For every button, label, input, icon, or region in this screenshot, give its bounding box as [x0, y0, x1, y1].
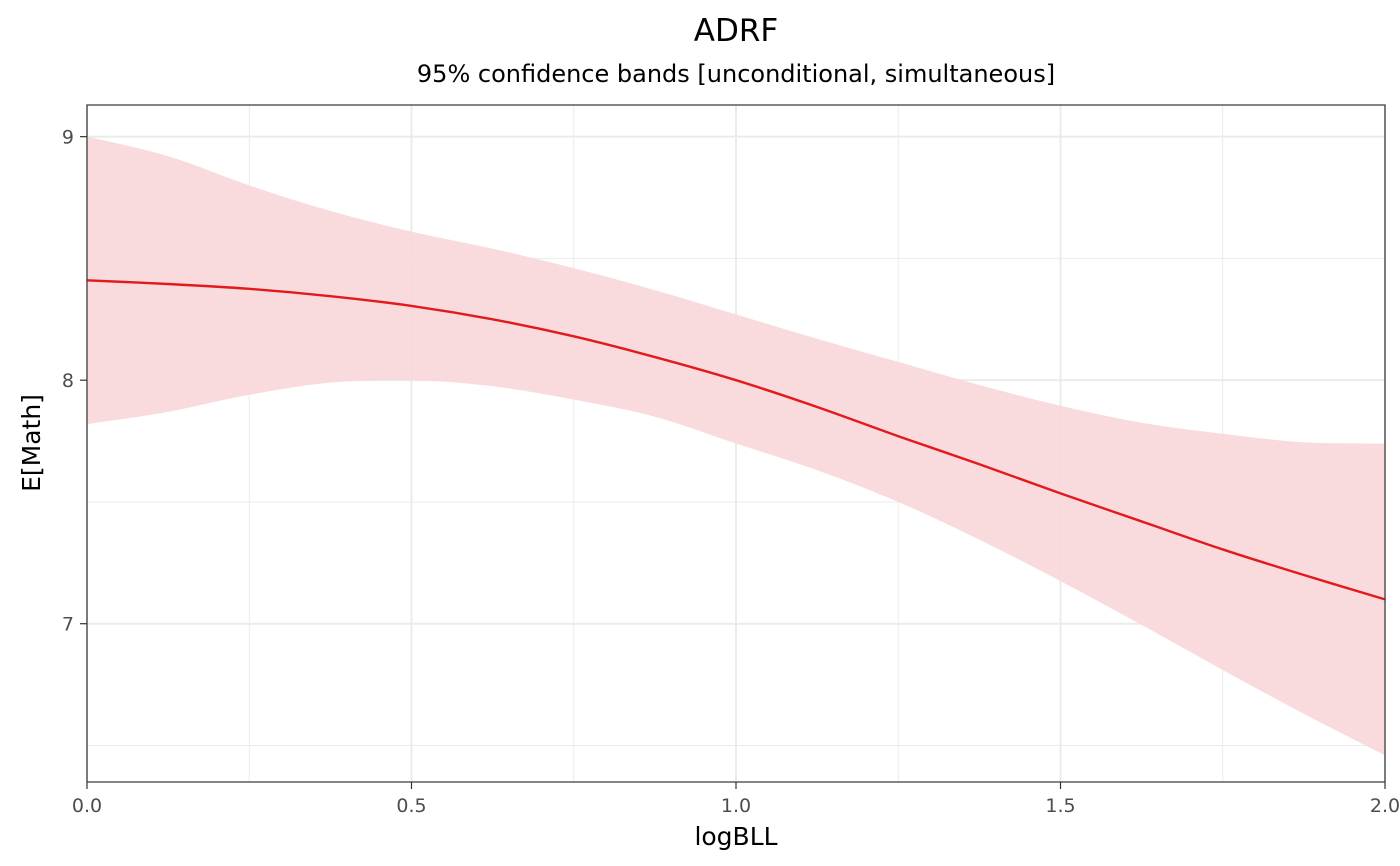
chart-subtitle: 95% confidence bands [unconditional, sim…: [417, 60, 1055, 88]
confidence-band-layer: [87, 136, 1385, 756]
y-tick-label: 9: [62, 127, 74, 149]
x-tick-label: 0.0: [72, 795, 102, 817]
x-axis-label: logBLL: [694, 822, 777, 851]
y-axis-label: E[Math]: [17, 394, 46, 492]
x-tick-label: 1.5: [1045, 795, 1075, 817]
estimate-line: [86, 279, 1386, 601]
confidence-band: [87, 136, 1385, 756]
x-tick-label: 2.0: [1370, 795, 1400, 817]
x-axis-ticks: 0.0 0.5 1.0 1.5 2.0: [72, 782, 1400, 817]
estimate-line-layer: [86, 279, 1386, 601]
chart-title: ADRF: [694, 13, 778, 49]
x-tick-label: 0.5: [396, 795, 426, 817]
x-tick-label: 1.0: [721, 795, 751, 817]
y-tick-label: 8: [62, 370, 74, 392]
y-axis-ticks: 7 8 9: [62, 127, 87, 636]
y-tick-label: 7: [62, 614, 74, 636]
